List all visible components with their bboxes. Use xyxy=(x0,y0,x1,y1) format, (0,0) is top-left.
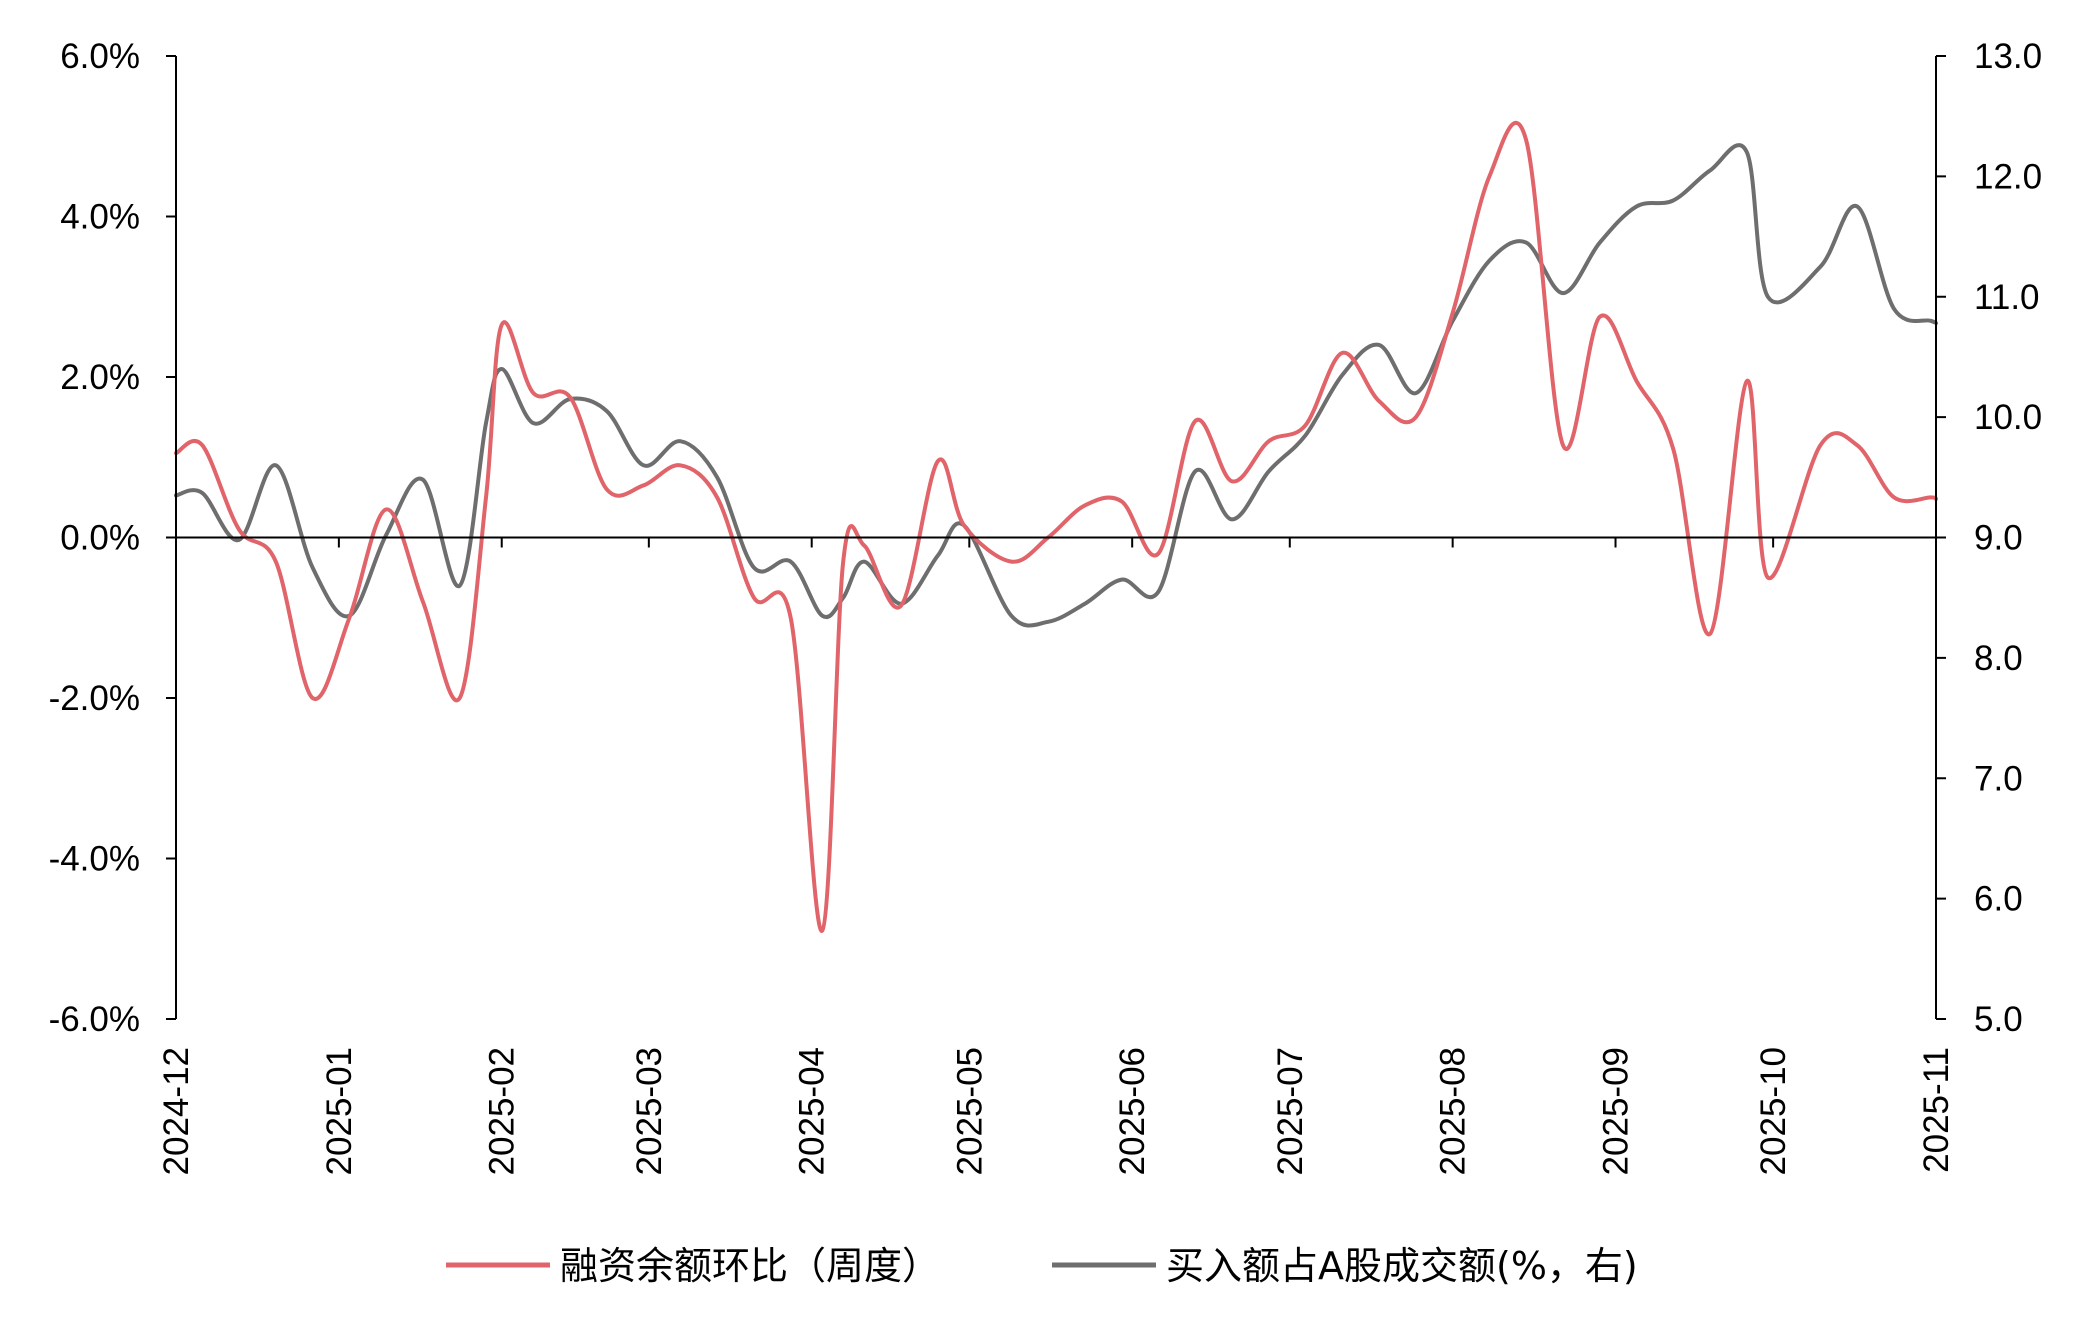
left-axis-tick-label: 2.0% xyxy=(60,358,140,397)
x-axis-tick-label: 2025-06 xyxy=(1113,1047,1152,1175)
x-axis-tick-label: 2025-07 xyxy=(1271,1047,1310,1175)
x-axis-tick-label: 2025-01 xyxy=(320,1047,359,1175)
legend: 融资余额环比（周度） 买入额占A股成交额(%，右) xyxy=(446,1244,1638,1288)
x-axis-tick-label: 2025-11 xyxy=(1917,1047,1956,1173)
x-axis-tick-label: 2025-05 xyxy=(950,1047,989,1175)
x-axis-tick-label: 2025-08 xyxy=(1434,1047,1473,1175)
right-axis-tick-label: 12.0 xyxy=(1974,157,2042,196)
left-axis-tick-label: -6.0% xyxy=(49,1000,140,1039)
left-axis-tick-label: -4.0% xyxy=(49,840,140,879)
right-axis-tick-label: 5.0 xyxy=(1974,1000,2023,1039)
x-axis-tick-label: 2025-03 xyxy=(630,1047,669,1175)
x-axis-tick-label: 2024-12 xyxy=(157,1047,196,1175)
plot-area xyxy=(174,120,1938,933)
x-axis-tick-label: 2025-02 xyxy=(483,1047,522,1175)
right-axis-tick-label: 11.0 xyxy=(1974,278,2040,317)
left-axis-tick-label: 0.0% xyxy=(60,519,140,558)
left-axis-tick-label: -2.0% xyxy=(49,679,140,718)
x-axis-tick-label: 2025-04 xyxy=(793,1047,832,1175)
left-axis-tick-label: 4.0% xyxy=(60,198,140,237)
x-axis-tick-label: 2025-10 xyxy=(1754,1047,1793,1175)
axes: 6.0% 4.0% 2.0% 0.0% -2.0% -4.0% -6.0% 13.0 12.0 1… xyxy=(49,37,2043,1175)
right-axis-tick-label: 9.0 xyxy=(1974,519,2023,558)
right-axis-tick-label: 10.0 xyxy=(1974,398,2042,437)
right-axis-tick-label: 8.0 xyxy=(1974,639,2023,678)
left-axis-tick-label: 6.0% xyxy=(60,37,140,76)
legend-label-buy-ratio: 买入额占A股成交额(%，右) xyxy=(1166,1244,1638,1288)
series-line-buy-ratio xyxy=(174,143,1938,628)
legend-label-financing-change: 融资余额环比（周度） xyxy=(560,1244,940,1288)
right-axis-tick-label: 6.0 xyxy=(1974,880,2023,919)
right-axis-tick-label: 7.0 xyxy=(1974,759,2023,798)
right-axis-tick-label: 13.0 xyxy=(1974,37,2042,76)
series-line-financing-change xyxy=(174,120,1938,933)
x-axis-tick-label: 2025-09 xyxy=(1597,1047,1636,1175)
